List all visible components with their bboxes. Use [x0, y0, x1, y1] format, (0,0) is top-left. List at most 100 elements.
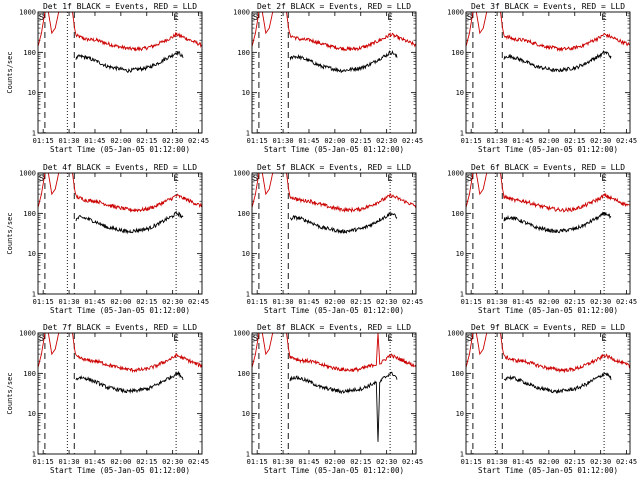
- panel-det-1: Det 1f BLACK = Events, RED = LLD Counts/s…: [6, 2, 209, 154]
- x-axis-label: Start Time (05-Jan-05 01:12:00): [50, 145, 190, 154]
- y-tick-label: 100: [237, 370, 250, 378]
- x-tick-label: 02:15: [136, 298, 157, 306]
- x-axis-label: Start Time (05-Jan-05 01:12:00): [264, 145, 404, 154]
- series-lld: [252, 333, 416, 373]
- y-tick-label: 1000: [19, 170, 36, 178]
- x-tick-label: 02:00: [110, 137, 131, 145]
- panel-det-8: Det 8f BLACK = Events, RED = LLD Start Ti…: [233, 323, 423, 475]
- x-tick-label: 02:00: [538, 458, 559, 466]
- x-tick-label: 01:45: [512, 458, 533, 466]
- plot-frame: [251, 11, 417, 134]
- y-tick-label: 1: [32, 291, 36, 299]
- y-tick-label: 1000: [447, 170, 464, 178]
- x-tick-label: 02:30: [590, 137, 611, 145]
- marker-label-e: E: [173, 174, 178, 184]
- x-tick-label: 02:15: [350, 458, 371, 466]
- y-tick-label: 10: [242, 250, 250, 258]
- marker-label-e: E: [387, 174, 392, 184]
- x-tick-label: 02:15: [350, 298, 371, 306]
- x-tick-label: 02:30: [376, 137, 397, 145]
- series-lld: [38, 333, 202, 373]
- x-axis-label: Start Time (05-Jan-05 01:12:00): [264, 306, 404, 315]
- x-tick-label: 01:30: [487, 298, 508, 306]
- y-tick-label: 1: [460, 130, 464, 138]
- marker-label-s: S: [253, 334, 258, 344]
- x-tick-label: 01:45: [84, 137, 105, 145]
- marker-label-s: S: [253, 174, 258, 184]
- x-tick-label: 01:30: [59, 137, 80, 145]
- y-tick-label: 1000: [233, 9, 250, 17]
- y-tick-label: 100: [23, 49, 36, 57]
- x-tick-label: 02:30: [376, 458, 397, 466]
- x-tick-label: 01:45: [512, 298, 533, 306]
- x-tick-label: 01:45: [84, 298, 105, 306]
- y-tick-label: 10: [242, 89, 250, 97]
- x-tick-label: 02:45: [616, 458, 637, 466]
- series-events: [290, 210, 398, 235]
- x-tick-label: 02:00: [324, 298, 345, 306]
- plot-frame: [37, 11, 203, 134]
- y-tick-label: 1000: [233, 330, 250, 338]
- plot-frame: [37, 172, 203, 295]
- series-lld: [466, 173, 630, 213]
- panel-title: Det 7f BLACK = Events, RED = LLD: [43, 323, 197, 332]
- x-tick-label: 01:15: [247, 137, 268, 145]
- x-tick-label: 02:30: [162, 298, 183, 306]
- y-tick-label: 1: [246, 130, 250, 138]
- marker-label-e: E: [601, 334, 606, 344]
- y-tick-label: 1: [32, 130, 36, 138]
- plot-frame: [37, 332, 203, 455]
- panel-title: Det 9f BLACK = Events, RED = LLD: [471, 323, 625, 332]
- x-tick-label: 02:00: [538, 137, 559, 145]
- x-tick-label: 02:15: [350, 137, 371, 145]
- x-axis-label: Start Time (05-Jan-05 01:12:00): [478, 466, 618, 475]
- y-tick-label: 1: [460, 451, 464, 459]
- series-events: [503, 371, 612, 394]
- x-tick-label: 01:15: [33, 458, 54, 466]
- y-tick-label: 10: [456, 89, 464, 97]
- panel-det-9: Det 9f BLACK = Events, RED = LLD Start Ti…: [447, 323, 637, 475]
- marker-label-s: S: [39, 334, 44, 344]
- y-tick-label: 10: [242, 410, 250, 418]
- panel-title: Det 2f BLACK = Events, RED = LLD: [257, 2, 411, 11]
- x-tick-label: 01:30: [59, 458, 80, 466]
- series-lld: [252, 173, 416, 213]
- panel-title: Det 5f BLACK = Events, RED = LLD: [257, 163, 411, 172]
- marker-label-e: E: [601, 174, 606, 184]
- x-tick-label: 02:30: [590, 458, 611, 466]
- x-tick-label: 01:15: [461, 137, 482, 145]
- x-tick-label: 01:30: [487, 137, 508, 145]
- x-tick-label: 01:30: [273, 458, 294, 466]
- series-lld: [252, 12, 416, 52]
- marker-label-s: S: [467, 334, 472, 344]
- y-tick-label: 1: [460, 291, 464, 299]
- plot-frame: [465, 332, 631, 455]
- y-tick-label: 1: [246, 291, 250, 299]
- panel-title: Det 6f BLACK = Events, RED = LLD: [471, 163, 625, 172]
- x-tick-label: 01:45: [84, 458, 105, 466]
- x-tick-label: 01:30: [487, 458, 508, 466]
- y-tick-label: 10: [28, 410, 36, 418]
- x-tick-label: 01:30: [273, 137, 294, 145]
- series-events: [289, 371, 398, 442]
- x-tick-label: 02:45: [188, 137, 209, 145]
- x-tick-label: 02:45: [188, 298, 209, 306]
- y-tick-label: 100: [237, 210, 250, 218]
- series-events: [75, 50, 184, 74]
- x-tick-label: 01:45: [298, 458, 319, 466]
- y-tick-label: 100: [451, 370, 464, 378]
- x-tick-label: 02:45: [188, 458, 209, 466]
- x-tick-label: 02:15: [136, 458, 157, 466]
- series-events: [503, 211, 612, 234]
- y-tick-label: 1: [246, 451, 250, 459]
- panel-det-5: Det 5f BLACK = Events, RED = LLD Start Ti…: [233, 163, 423, 315]
- x-tick-label: 02:00: [324, 137, 345, 145]
- x-tick-label: 02:45: [402, 137, 423, 145]
- y-tick-label: 100: [237, 49, 250, 57]
- x-tick-label: 01:30: [273, 298, 294, 306]
- panel-det-3: Det 3f BLACK = Events, RED = LLD Start Ti…: [447, 2, 637, 154]
- marker-label-s: S: [467, 174, 472, 184]
- marker-label-e: E: [173, 13, 178, 23]
- x-tick-label: 01:45: [298, 298, 319, 306]
